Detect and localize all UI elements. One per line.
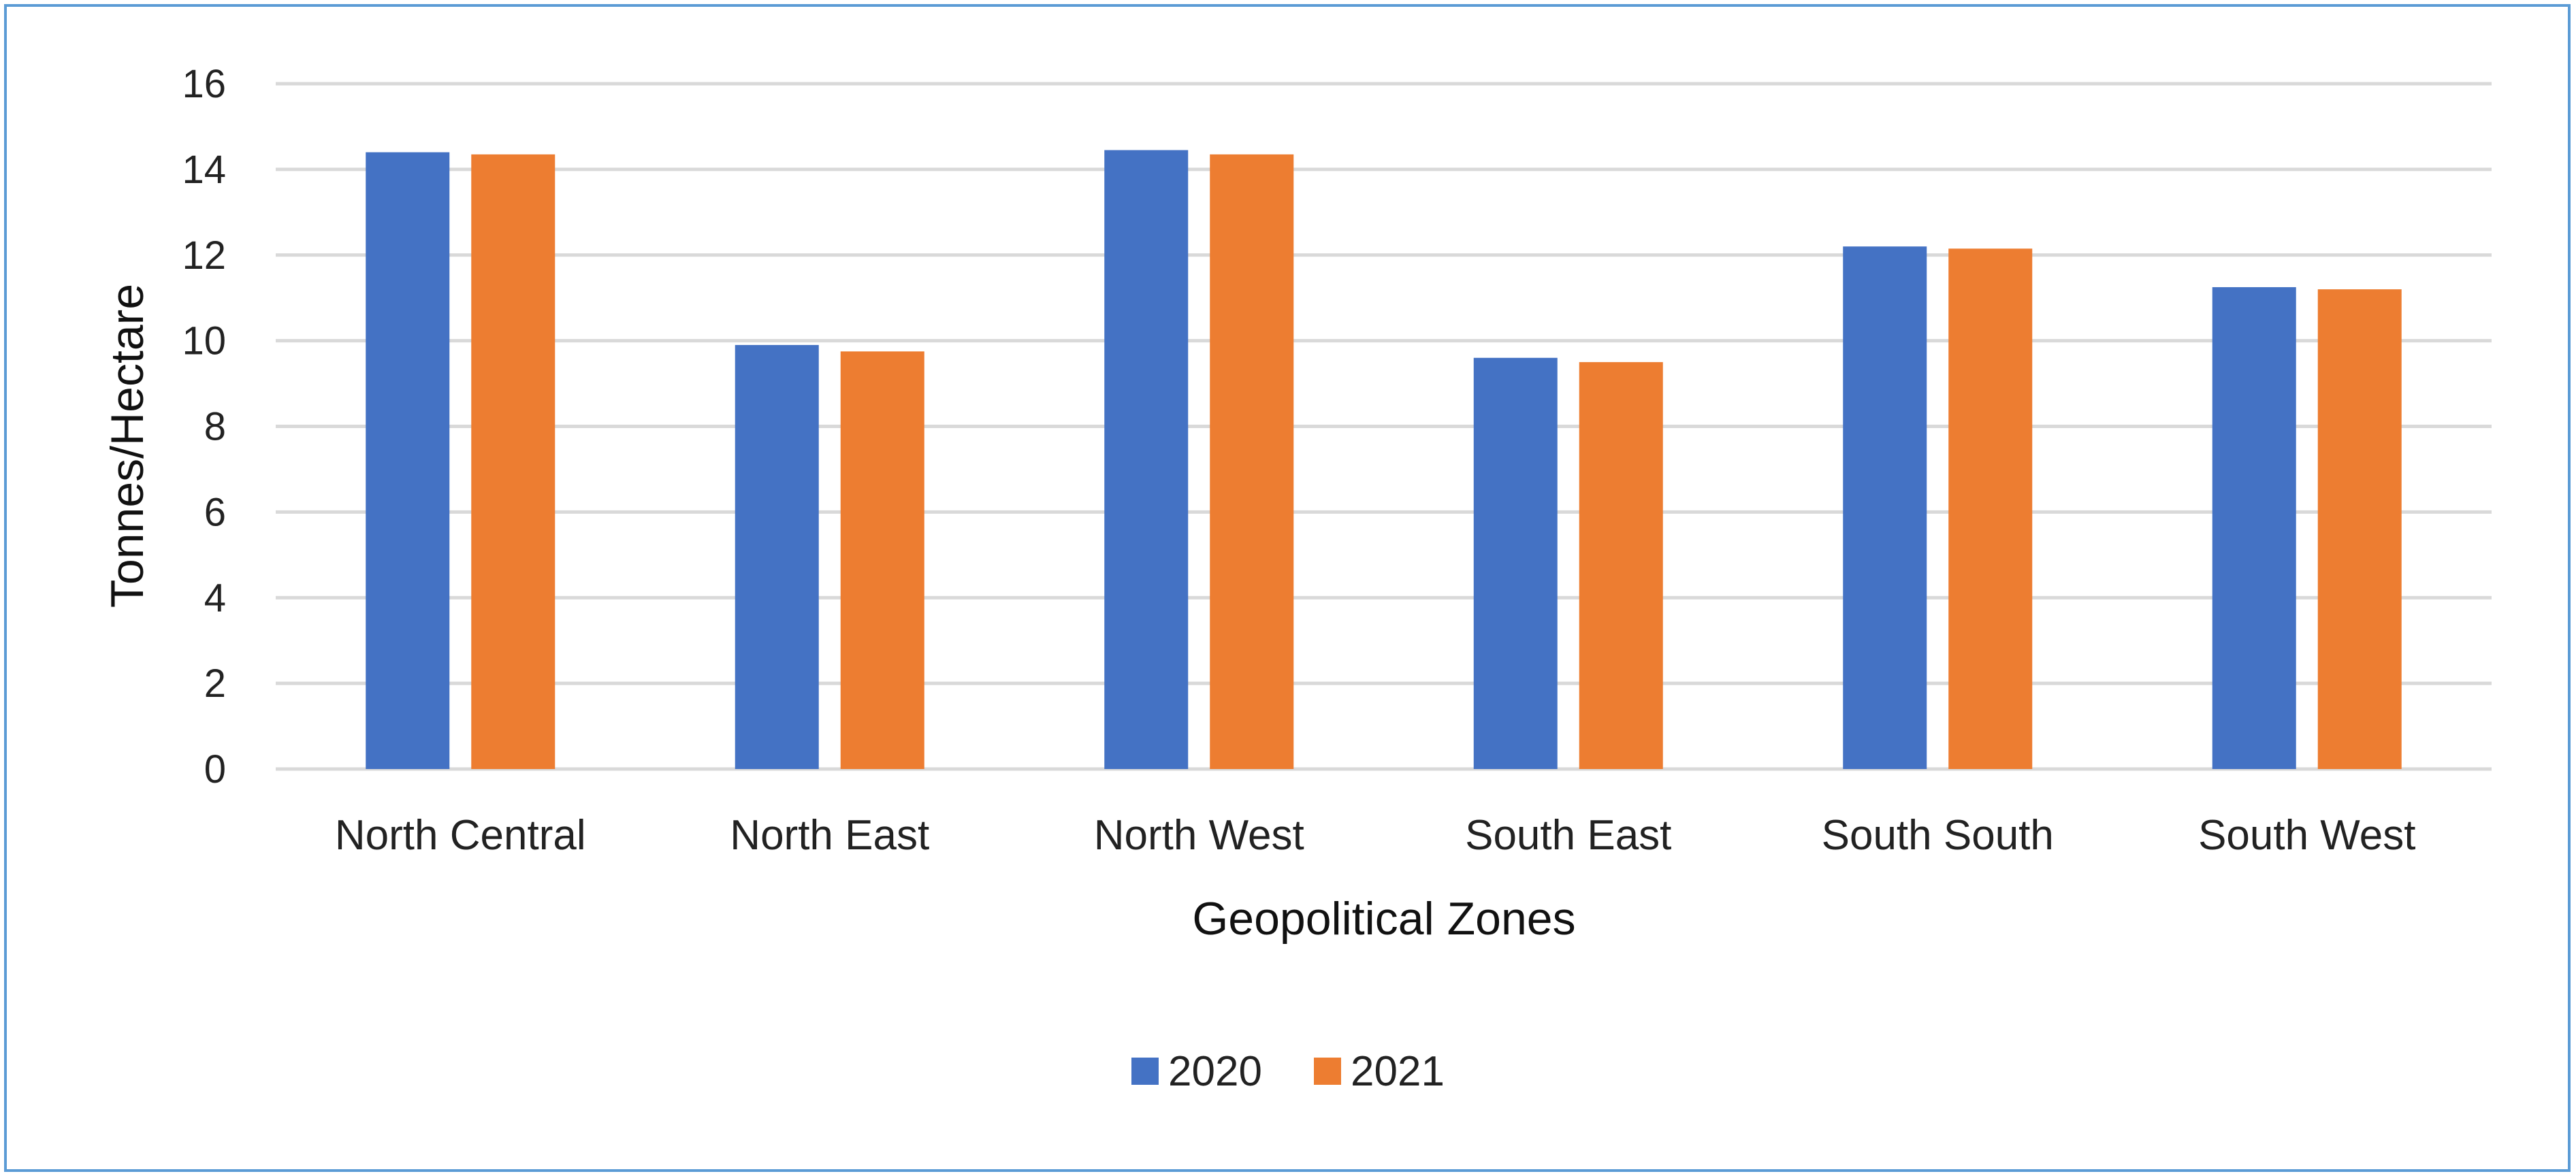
- gridlines: [276, 82, 2492, 771]
- bar-2020-north-central: [366, 152, 450, 769]
- bar-2020-south-south: [1843, 246, 1927, 770]
- bar-2021-north-east: [840, 351, 924, 769]
- legend-label-2021: 2021: [1351, 1048, 1445, 1095]
- bar-2021-south-west: [2317, 289, 2402, 770]
- bar-2020-south-east: [1473, 357, 1558, 769]
- bar-2020-south-west: [2212, 287, 2296, 769]
- bar-2021-north-west: [1210, 154, 1294, 770]
- bars: [366, 150, 2402, 770]
- legend-label-2020: 2020: [1168, 1048, 1262, 1095]
- bar-2020-north-east: [735, 344, 819, 769]
- y-tick-label: 12: [182, 233, 226, 278]
- legend: 2020 2021: [1131, 1048, 1445, 1095]
- y-tick-label: 4: [204, 576, 226, 620]
- y-axis-ticks: 0 2 4 6 8 10 12 14 16: [182, 62, 226, 791]
- bar-2021-north-central: [471, 154, 556, 770]
- y-tick-label: 8: [204, 405, 226, 449]
- y-tick-label: 16: [182, 62, 226, 106]
- legend-swatch-2021: [1314, 1058, 1341, 1085]
- x-axis-title: Geopolitical Zones: [1192, 893, 1575, 945]
- x-category-label: North Central: [335, 812, 586, 859]
- y-tick-label: 14: [182, 148, 226, 192]
- y-axis-title: Tonnes/Hectare: [101, 284, 153, 608]
- y-tick-label: 10: [182, 319, 226, 363]
- x-category-label: North East: [730, 812, 929, 859]
- x-axis-categories: North Central North East North West South E…: [335, 812, 2416, 859]
- x-category-label: South South: [1822, 812, 2054, 859]
- legend-swatch-2020: [1131, 1058, 1159, 1085]
- bar-2020-north-west: [1104, 150, 1189, 770]
- x-category-label: South East: [1465, 812, 1671, 859]
- y-tick-label: 0: [204, 747, 226, 791]
- x-category-label: South West: [2198, 812, 2415, 859]
- y-tick-label: 2: [204, 662, 226, 706]
- x-category-label: North West: [1094, 812, 1304, 859]
- y-tick-label: 6: [204, 490, 226, 534]
- bar-2021-south-south: [1948, 248, 2033, 769]
- bar-2021-south-east: [1579, 362, 1663, 769]
